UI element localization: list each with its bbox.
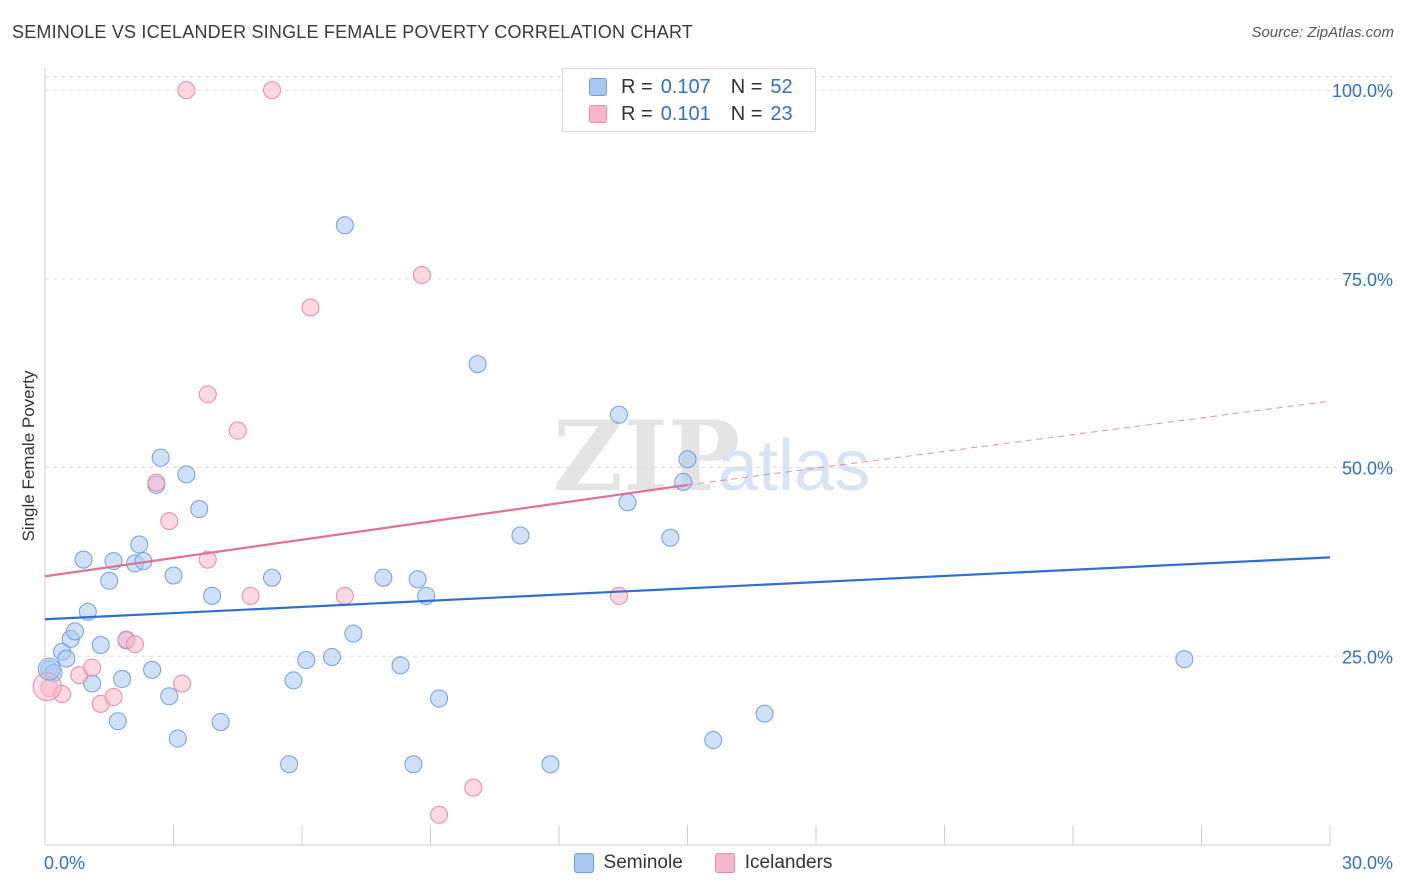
data-point xyxy=(322,648,341,667)
data-point xyxy=(113,669,132,688)
legend-r-label: R = xyxy=(621,75,653,98)
data-point xyxy=(151,448,170,467)
watermark-atlas: atlas xyxy=(718,426,870,506)
data-point xyxy=(284,671,303,690)
data-point xyxy=(678,450,697,469)
data-point xyxy=(618,493,637,512)
data-point xyxy=(344,624,363,643)
data-point xyxy=(609,405,628,424)
legend-n-value: 52 xyxy=(770,75,793,98)
series-seminole xyxy=(40,216,1194,774)
data-point xyxy=(464,778,483,797)
legend-n-value: 23 xyxy=(770,102,793,125)
y-axis-label: Single Female Poverty xyxy=(19,370,38,542)
data-point xyxy=(391,656,410,675)
data-point xyxy=(280,755,299,774)
watermark-zip: ZIP xyxy=(553,400,740,513)
data-point xyxy=(160,687,179,706)
y-tick-label: 50.0% xyxy=(1342,459,1393,479)
series-legend: Seminole Icelanders xyxy=(0,852,1406,874)
data-point xyxy=(1175,650,1194,669)
trend-line-seminole xyxy=(44,556,1331,621)
legend-n-label: N = xyxy=(730,75,763,98)
legend-swatch-icelanders xyxy=(589,105,607,123)
data-point xyxy=(609,586,628,605)
data-point xyxy=(468,355,487,374)
data-point xyxy=(100,571,119,590)
data-point xyxy=(263,568,282,587)
data-point xyxy=(177,81,196,100)
data-point xyxy=(164,566,183,585)
legend-swatch-seminole xyxy=(589,78,607,96)
legend-r-value: 0.101 xyxy=(660,102,711,125)
data-point xyxy=(65,622,84,641)
series-swatch-seminole xyxy=(573,853,594,873)
data-point xyxy=(755,704,774,723)
data-point xyxy=(430,689,449,708)
data-point xyxy=(297,651,316,670)
data-point xyxy=(130,535,149,554)
data-point xyxy=(108,712,127,731)
data-point xyxy=(263,81,282,100)
legend-row-seminole: R = 0.107 N = 52 xyxy=(589,75,793,99)
data-point xyxy=(147,473,166,492)
data-point xyxy=(57,649,76,668)
source-label: Source: ZipAtlas.com xyxy=(1251,24,1394,41)
data-point-cluster xyxy=(37,657,61,681)
y-tick-label: 100.0% xyxy=(1332,81,1393,101)
data-point xyxy=(125,635,144,654)
data-point xyxy=(198,550,217,569)
trend-extension-icelanders xyxy=(687,400,1331,486)
series-name-seminole: Seminole xyxy=(603,852,683,873)
data-point xyxy=(83,658,102,677)
data-point xyxy=(104,688,123,707)
chart-title: SEMINOLE VS ICELANDER SINGLE FEMALE POVE… xyxy=(12,22,694,42)
data-point xyxy=(412,266,431,285)
data-point xyxy=(335,586,354,605)
data-point xyxy=(704,731,723,750)
data-point xyxy=(74,550,93,569)
series-swatch-icelanders xyxy=(714,853,735,873)
y-tick-label: 25.0% xyxy=(1342,647,1393,667)
legend-row-icelanders: R = 0.101 N = 23 xyxy=(589,102,793,126)
x-tick-label: 30.0% xyxy=(1342,853,1393,873)
legend-r-label: R = xyxy=(621,102,653,125)
data-point xyxy=(430,805,449,824)
data-point xyxy=(301,298,320,317)
series-legend-icelanders: Icelanders xyxy=(714,852,833,874)
data-point xyxy=(91,635,110,654)
data-point xyxy=(53,685,72,704)
data-point xyxy=(374,568,393,587)
data-point xyxy=(511,526,530,545)
data-point xyxy=(198,385,217,404)
series-name-icelanders: Icelanders xyxy=(744,852,833,873)
data-point xyxy=(335,216,354,235)
data-point xyxy=(674,472,693,491)
data-point xyxy=(190,500,209,519)
correlation-legend: R = 0.107 N = 52 R = 0.101 N = 23 xyxy=(562,68,816,132)
data-point xyxy=(173,674,192,693)
trend-line-icelanders xyxy=(44,483,688,578)
data-point xyxy=(241,586,260,605)
data-point xyxy=(404,755,423,774)
data-point xyxy=(160,512,179,531)
data-point xyxy=(168,729,187,748)
legend-n-label: N = xyxy=(730,102,763,125)
series-legend-seminole: Seminole xyxy=(573,852,683,874)
data-point xyxy=(408,570,427,589)
data-point xyxy=(143,660,162,679)
legend-r-value: 0.107 xyxy=(660,75,711,98)
series-icelanders xyxy=(40,81,628,824)
data-point xyxy=(203,586,222,605)
data-point xyxy=(228,421,247,440)
data-point xyxy=(661,528,680,547)
data-point xyxy=(541,755,560,774)
x-tick-label: 0.0% xyxy=(44,853,85,873)
y-tick-label: 75.0% xyxy=(1342,270,1393,290)
data-point xyxy=(211,712,230,731)
data-point xyxy=(177,465,196,484)
